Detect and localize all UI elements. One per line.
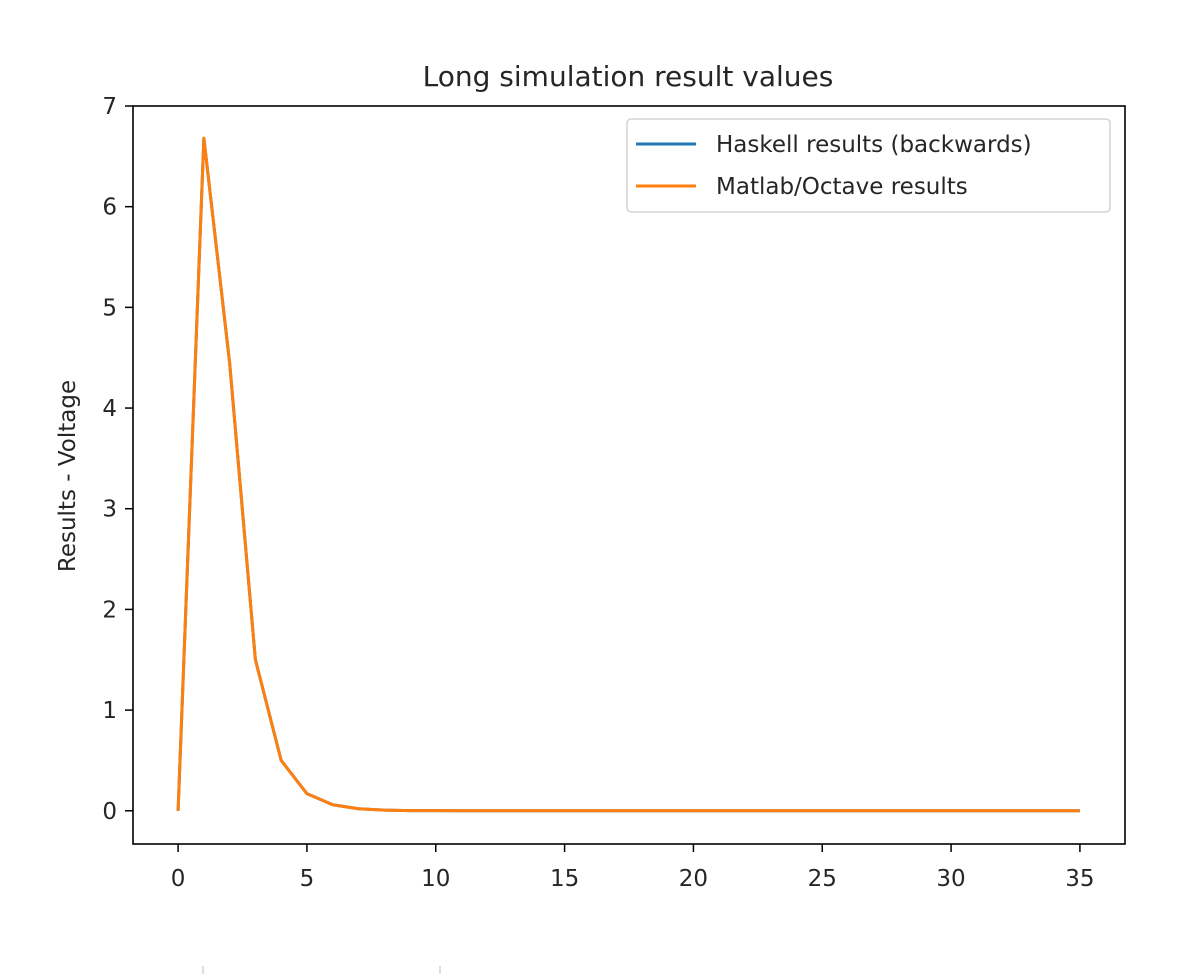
- axes-frame: [132, 105, 1126, 845]
- y-axis-label: Results - Voltage: [55, 380, 81, 572]
- x-tick-label: 20: [679, 866, 708, 892]
- series-layer: [176, 136, 1080, 813]
- x-tick-label: 35: [1065, 866, 1094, 892]
- y-tick-label: 0: [102, 799, 117, 825]
- y-tick-label: 1: [102, 698, 117, 724]
- x-tick-label: 30: [936, 866, 965, 892]
- x-tick-label: 25: [808, 866, 837, 892]
- chart-title: Long simulation result values: [423, 60, 834, 93]
- x-tick-label: 5: [300, 866, 315, 892]
- legend-frame: [626, 118, 1111, 213]
- x-tick-label: 0: [171, 866, 186, 892]
- y-tick-label: 6: [102, 195, 117, 221]
- plot-area: [132, 105, 1126, 845]
- legend: Haskell results (backwards) Matlab/Octav…: [626, 118, 1111, 213]
- x-tick-label: 10: [421, 866, 450, 892]
- y-tick-label: 5: [102, 295, 117, 321]
- y-tick-label: 7: [102, 94, 117, 120]
- y-tick-label: 3: [102, 497, 117, 523]
- y-tick-label: 4: [102, 396, 117, 422]
- x-tick-label: 15: [550, 866, 579, 892]
- series-line-matlab: [176, 136, 1080, 813]
- y-tick-label: 2: [102, 597, 117, 623]
- x-axis: 0 5 10 15 20 25 30 35: [171, 844, 1095, 892]
- legend-label-haskell: Haskell results (backwards): [716, 132, 1032, 158]
- y-axis: 0 1 2 3 4 5 6 7: [102, 94, 133, 825]
- legend-label-matlab: Matlab/Octave results: [716, 174, 968, 200]
